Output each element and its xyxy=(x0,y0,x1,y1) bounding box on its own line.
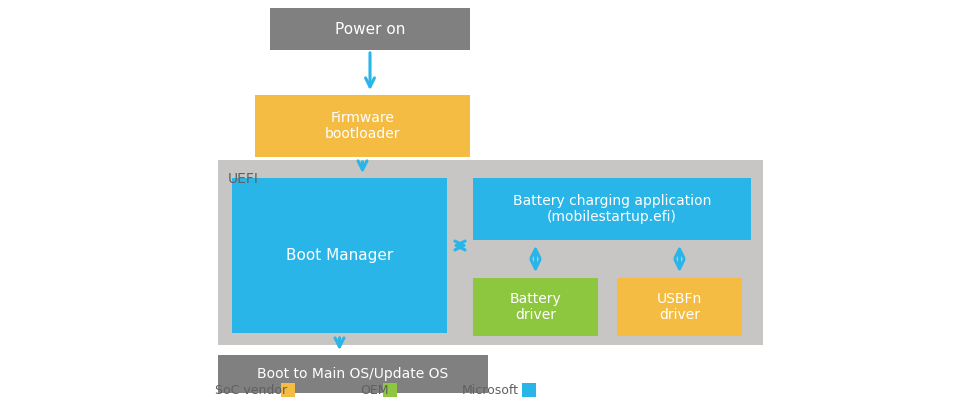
Bar xyxy=(255,95,470,157)
Text: Battery charging application
(mobilestartup.efi): Battery charging application (mobilestar… xyxy=(513,194,711,224)
Bar xyxy=(218,355,488,393)
Bar xyxy=(617,278,742,336)
Bar xyxy=(281,383,295,397)
Bar xyxy=(270,8,470,50)
Text: OEM: OEM xyxy=(360,383,389,397)
Bar xyxy=(383,383,396,397)
Bar xyxy=(522,383,536,397)
Text: Boot to Main OS/Update OS: Boot to Main OS/Update OS xyxy=(257,367,448,381)
Text: USBFn
driver: USBFn driver xyxy=(657,292,702,322)
Text: Power on: Power on xyxy=(335,22,405,36)
Text: UEFI: UEFI xyxy=(228,172,259,186)
Bar xyxy=(473,278,598,336)
Text: Battery
driver: Battery driver xyxy=(510,292,562,322)
Bar xyxy=(218,160,763,345)
Text: SoC vendor: SoC vendor xyxy=(215,383,287,397)
Bar xyxy=(473,178,751,240)
Text: Boot Manager: Boot Manager xyxy=(286,248,394,263)
Text: Microsoft: Microsoft xyxy=(462,383,519,397)
Text: Firmware
bootloader: Firmware bootloader xyxy=(324,111,400,141)
Bar xyxy=(232,178,447,333)
